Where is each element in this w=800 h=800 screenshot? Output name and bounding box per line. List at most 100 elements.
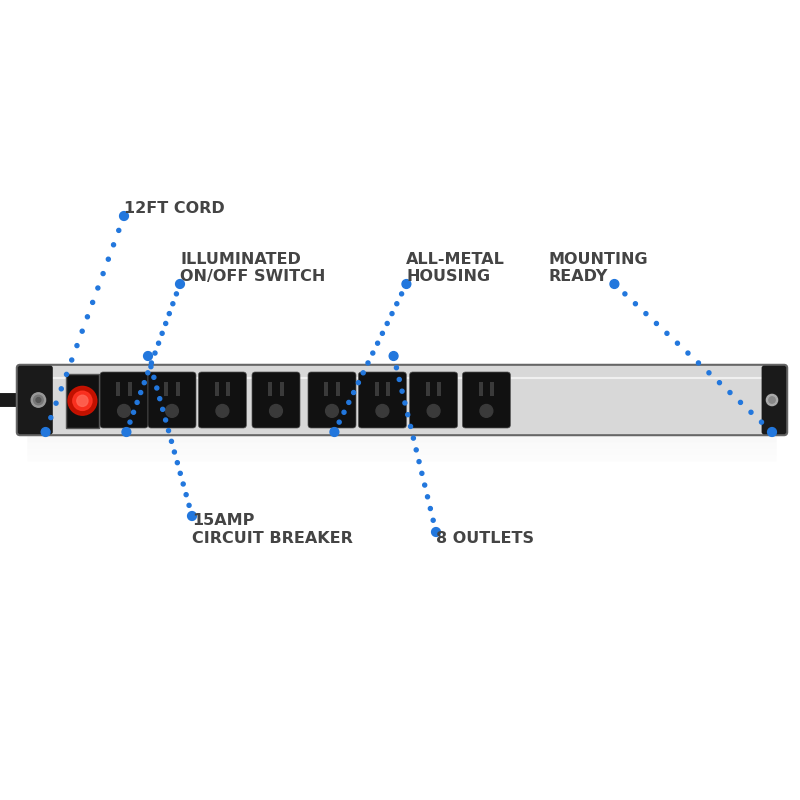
Circle shape [400, 389, 404, 393]
Circle shape [654, 322, 658, 326]
Circle shape [68, 386, 97, 415]
Circle shape [768, 427, 776, 437]
Circle shape [42, 427, 50, 437]
Circle shape [170, 439, 174, 443]
Circle shape [187, 503, 191, 507]
Circle shape [766, 394, 778, 406]
Bar [336, 382, 339, 396]
Circle shape [187, 512, 197, 520]
Circle shape [326, 405, 338, 418]
Circle shape [96, 286, 100, 290]
Circle shape [376, 341, 379, 345]
Circle shape [80, 330, 84, 334]
Circle shape [422, 483, 426, 487]
Bar [214, 382, 219, 396]
Circle shape [480, 405, 493, 418]
Circle shape [122, 427, 131, 437]
Circle shape [414, 448, 418, 452]
Circle shape [54, 402, 58, 405]
Circle shape [366, 361, 370, 365]
Circle shape [146, 354, 150, 358]
Circle shape [406, 413, 410, 417]
Circle shape [178, 471, 182, 475]
Circle shape [43, 430, 48, 434]
FancyBboxPatch shape [17, 365, 787, 435]
Bar [176, 382, 179, 396]
Circle shape [73, 391, 92, 410]
Circle shape [392, 354, 396, 358]
Circle shape [138, 390, 142, 394]
Circle shape [160, 331, 164, 335]
Circle shape [759, 420, 763, 424]
Circle shape [142, 381, 146, 385]
Circle shape [409, 424, 413, 429]
Circle shape [106, 258, 110, 261]
FancyBboxPatch shape [27, 442, 777, 449]
Circle shape [342, 410, 346, 414]
Circle shape [376, 405, 389, 418]
FancyBboxPatch shape [762, 366, 786, 434]
Text: 12FT CORD: 12FT CORD [124, 201, 225, 216]
Circle shape [362, 370, 365, 374]
Circle shape [665, 331, 669, 335]
Circle shape [718, 381, 722, 385]
Circle shape [357, 381, 361, 385]
FancyBboxPatch shape [27, 449, 777, 455]
Circle shape [381, 331, 384, 335]
Circle shape [171, 302, 175, 306]
Circle shape [330, 427, 338, 437]
Circle shape [390, 351, 398, 360]
Circle shape [184, 493, 188, 497]
Circle shape [101, 272, 105, 275]
Circle shape [174, 292, 178, 296]
Circle shape [31, 393, 46, 407]
Circle shape [86, 314, 90, 318]
Text: 8 OUTLETS: 8 OUTLETS [436, 530, 534, 546]
Circle shape [70, 358, 74, 362]
Circle shape [155, 386, 158, 390]
Circle shape [769, 397, 775, 403]
Circle shape [150, 361, 154, 365]
Circle shape [153, 351, 157, 355]
Circle shape [402, 280, 411, 288]
Bar [280, 382, 283, 396]
Text: 15AMP
CIRCUIT BREAKER: 15AMP CIRCUIT BREAKER [192, 514, 353, 546]
Circle shape [36, 398, 41, 402]
Circle shape [190, 514, 194, 518]
Circle shape [111, 243, 115, 247]
Circle shape [623, 292, 627, 296]
Circle shape [178, 282, 182, 286]
Circle shape [420, 471, 424, 475]
Circle shape [135, 400, 139, 405]
Bar [478, 382, 483, 396]
Circle shape [167, 312, 171, 315]
Circle shape [707, 370, 711, 374]
FancyBboxPatch shape [148, 372, 196, 428]
Circle shape [149, 365, 153, 369]
Circle shape [347, 400, 350, 405]
FancyBboxPatch shape [27, 436, 777, 442]
FancyBboxPatch shape [252, 372, 300, 428]
Circle shape [428, 506, 432, 510]
FancyBboxPatch shape [462, 372, 510, 428]
Circle shape [157, 341, 161, 345]
Circle shape [403, 401, 407, 405]
Circle shape [117, 229, 121, 232]
Circle shape [333, 430, 336, 434]
Text: MOUNTING
READY: MOUNTING READY [548, 251, 648, 284]
Circle shape [181, 482, 185, 486]
Circle shape [697, 361, 701, 365]
Bar [325, 382, 328, 396]
Bar [268, 382, 272, 396]
Circle shape [176, 280, 184, 288]
Circle shape [90, 300, 94, 304]
FancyBboxPatch shape [198, 372, 246, 428]
Bar [374, 382, 379, 396]
Circle shape [686, 351, 690, 355]
Circle shape [399, 292, 404, 296]
Circle shape [434, 530, 438, 534]
Circle shape [118, 405, 130, 418]
Circle shape [77, 395, 88, 406]
Bar [128, 382, 132, 396]
Circle shape [398, 378, 402, 382]
